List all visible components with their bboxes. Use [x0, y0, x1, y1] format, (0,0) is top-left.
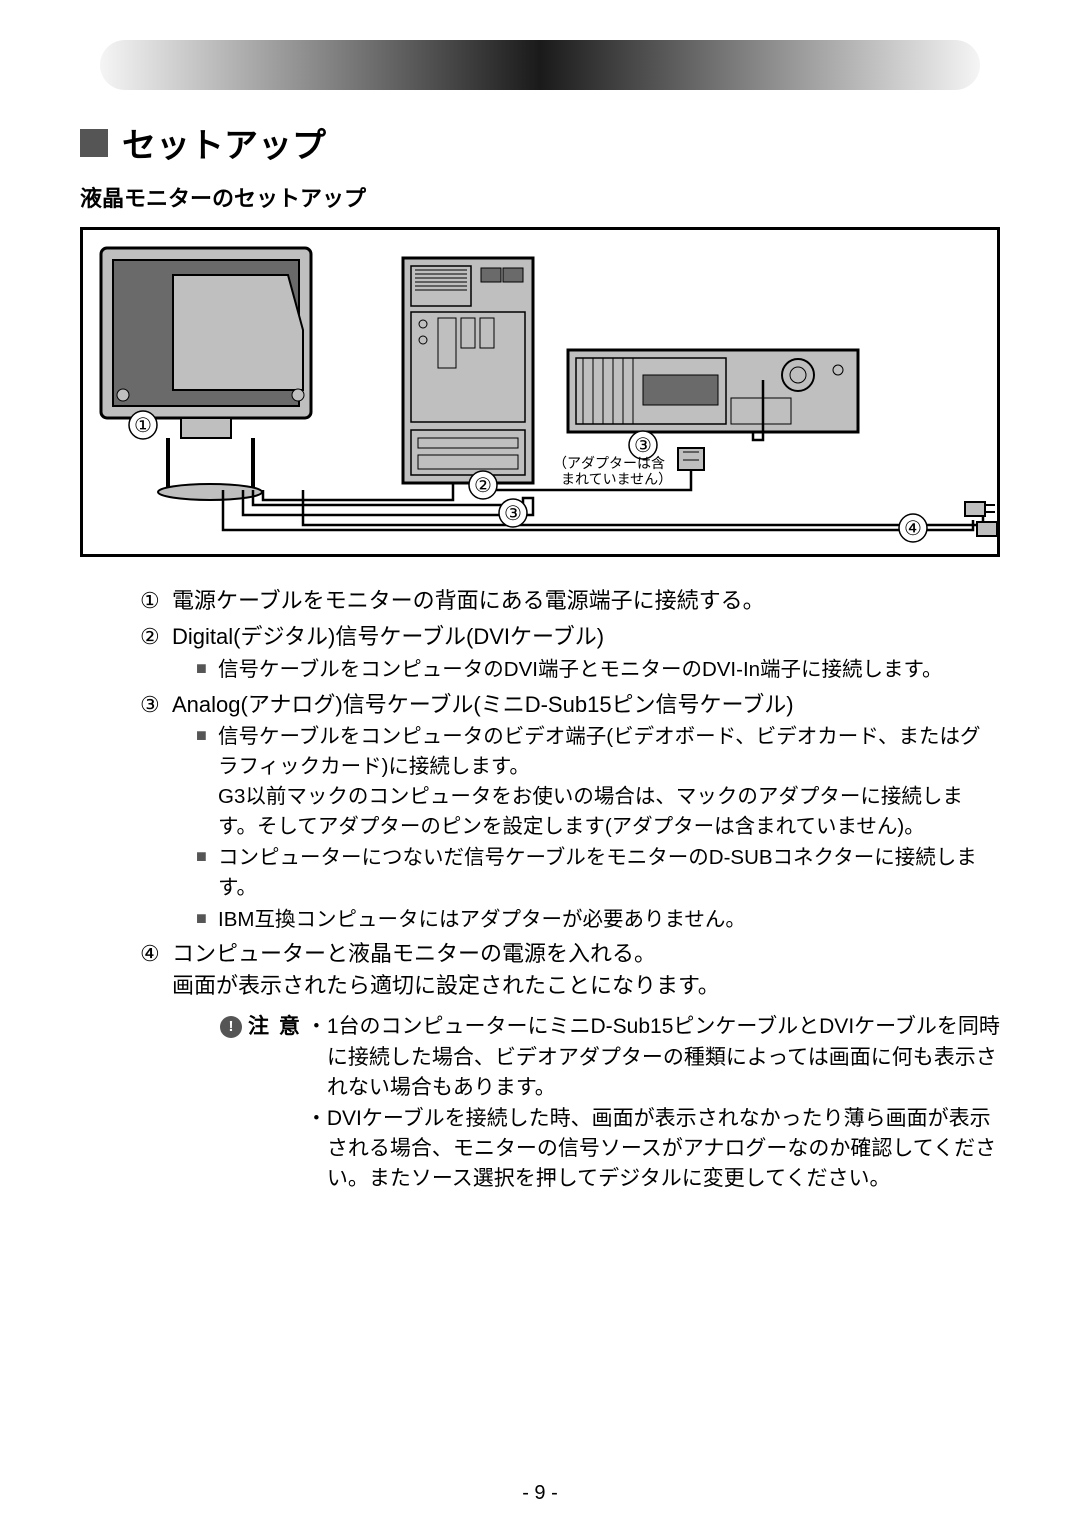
adapter-note-1: （アダプターは含	[553, 455, 665, 471]
step-number: ③	[140, 689, 172, 721]
svg-text:③: ③	[504, 503, 522, 525]
caution-icon: !	[220, 1016, 242, 1038]
caution-item: ・ DVIケーブルを接続した時、画面が表示されなかったり薄ら画面が表示される場合…	[306, 1104, 1000, 1195]
section-title: セットアップ	[122, 118, 326, 167]
sub-text: IBM互換コンピュータにはアダプターが必要ありません。	[218, 905, 746, 935]
step-1: ① 電源ケーブルをモニターの背面にある電源端子に接続する。	[140, 585, 1000, 617]
header-gradient-bar	[100, 40, 980, 90]
adapter-connector-icon	[678, 448, 704, 470]
caution-item: ・ 1台のコンピューターにミニD-Sub15ピンケーブルとDVIケーブルを同時に…	[306, 1012, 1000, 1103]
step-number: ②	[140, 621, 172, 653]
setup-diagram: ① ② ③ ③ ④ （アダプターは含 まれていません）	[80, 227, 1000, 557]
caution-text: 1台のコンピューターにミニD-Sub15ピンケーブルとDVIケーブルを同時に接続…	[327, 1012, 1000, 1103]
caution-block: ! 注 意 ・ 1台のコンピューターにミニD-Sub15ピンケーブルとDVIケー…	[140, 1012, 1000, 1195]
title-bullet-icon	[80, 129, 108, 157]
square-bullet-icon: ■	[196, 905, 218, 935]
square-bullet-icon: ■	[196, 843, 218, 902]
sub-item: ■ コンピューターにつないだ信号ケーブルをモニターのD-SUBコネクターに接続し…	[196, 843, 1000, 902]
rack-unit-illustration	[568, 350, 858, 432]
sub-item: ■ 信号ケーブルをコンピュータのDVI端子とモニターのDVI-In端子に接続しま…	[196, 655, 1000, 685]
page-number: - 9 -	[0, 1482, 1080, 1505]
step-text-line2: 画面が表示されたら適切に設定されたことになります。	[140, 970, 1000, 1002]
adapter-note-2: まれていません）	[561, 471, 672, 487]
step-text: Analog(アナログ)信号ケーブル(ミニD-Sub15ピン信号ケーブル)	[172, 689, 794, 721]
tower-pc-illustration	[403, 258, 533, 483]
square-bullet-icon: ■	[196, 655, 218, 685]
dot-bullet-icon: ・	[306, 1012, 327, 1103]
sub-text: 信号ケーブルをコンピュータのDVI端子とモニターのDVI-In端子に接続します。	[218, 655, 943, 685]
svg-text:①: ①	[134, 415, 152, 437]
section-subtitle: 液晶モニターのセットアップ	[80, 181, 1000, 213]
step-number: ①	[140, 585, 172, 617]
svg-text:②: ②	[474, 475, 492, 497]
svg-text:③: ③	[634, 435, 652, 457]
step-text: 電源ケーブルをモニターの背面にある電源端子に接続する。	[172, 585, 765, 617]
step-text: Digital(デジタル)信号ケーブル(DVIケーブル)	[172, 621, 604, 653]
step-number: ④	[140, 938, 172, 970]
step-3: ③ Analog(アナログ)信号ケーブル(ミニD-Sub15ピン信号ケーブル) …	[140, 689, 1000, 935]
sub-item: ■ 信号ケーブルをコンピュータのビデオ端子(ビデオボード、ビデオカード、またはグ…	[196, 722, 1000, 841]
svg-text:④: ④	[904, 518, 922, 540]
sub-item: ■ IBM互換コンピュータにはアダプターが必要ありません。	[196, 905, 1000, 935]
step-4: ④ コンピューターと液晶モニターの電源を入れる。 画面が表示されたら適切に設定さ…	[140, 938, 1000, 1002]
section-title-row: セットアップ	[80, 118, 1000, 167]
step-text: コンピューターと液晶モニターの電源を入れる。	[172, 938, 656, 970]
sub-text: コンピューターにつないだ信号ケーブルをモニターのD-SUBコネクターに接続します…	[218, 843, 1000, 902]
step-2: ② Digital(デジタル)信号ケーブル(DVIケーブル) ■ 信号ケーブルを…	[140, 621, 1000, 685]
square-bullet-icon: ■	[196, 722, 218, 841]
caution-label: 注 意	[248, 1012, 302, 1195]
caution-text: DVIケーブルを接続した時、画面が表示されなかったり薄ら画面が表示される場合、モ…	[327, 1104, 1000, 1195]
instruction-list: ① 電源ケーブルをモニターの背面にある電源端子に接続する。 ② Digital(…	[80, 585, 1000, 1195]
setup-diagram-svg: ① ② ③ ③ ④ （アダプターは含 まれていません）	[83, 230, 997, 554]
monitor-illustration	[101, 248, 311, 500]
sub-text: 信号ケーブルをコンピュータのビデオ端子(ビデオボード、ビデオカード、またはグラフ…	[218, 722, 1000, 841]
dot-bullet-icon: ・	[306, 1104, 327, 1195]
